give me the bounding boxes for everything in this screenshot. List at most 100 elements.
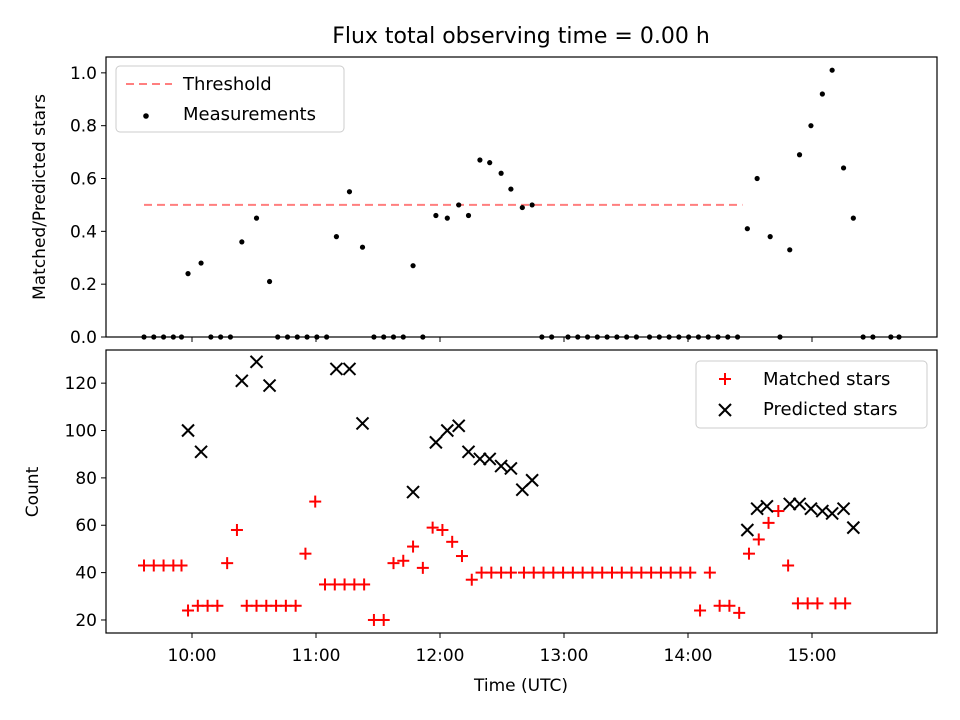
- predicted-star-point: [760, 499, 774, 514]
- x-tick-label: 12:00: [416, 646, 465, 666]
- matched-star-point: [733, 606, 746, 619]
- measurement-point: [359, 244, 366, 250]
- measurement-point: [185, 271, 191, 277]
- bottom-y-tick-label: 40: [75, 564, 97, 584]
- top-legend-box: [115, 65, 345, 133]
- measurement-point: [840, 165, 847, 171]
- top-plot-frame: [105, 56, 938, 338]
- bottom-plot-frame: [105, 349, 938, 634]
- predicted-star-point: [329, 362, 344, 376]
- predicted-star-point: [494, 459, 508, 473]
- predicted-star-point: [249, 355, 264, 369]
- bottom-y-tick-label: 120: [65, 374, 97, 394]
- matched-star-point: [230, 523, 243, 536]
- predicted-star-point: [825, 506, 839, 521]
- matched-star-point: [221, 557, 234, 570]
- top-y-tick-label: 0.2: [70, 275, 97, 295]
- legend-matched-label: Matched stars: [763, 369, 890, 390]
- top-legend: Threshold Measurements: [115, 65, 345, 133]
- top-y-tick-label: 0.0: [70, 328, 97, 348]
- bottom-y-tick-label: 20: [75, 611, 97, 631]
- matched-star-point: [426, 521, 439, 534]
- matched-star-point: [723, 599, 736, 612]
- measurement-point: [465, 212, 472, 219]
- x-tick-label: 11:00: [292, 646, 341, 666]
- predicted-star-point: [815, 504, 830, 518]
- matched-star-point: [455, 550, 468, 563]
- matched-star-point: [839, 597, 852, 610]
- predicted-star-point: [429, 435, 443, 450]
- top-axis-ticks: 0.0 0.2 0.4 0.6 0.8 1.0: [70, 64, 813, 348]
- x-tick-label: 13:00: [540, 646, 589, 666]
- measurement-point: [767, 234, 773, 240]
- predicted-star-point: [504, 461, 518, 476]
- measurement-point: [239, 239, 245, 245]
- matched-star-point: [782, 559, 795, 572]
- measurement-point: [796, 152, 803, 158]
- measurement-point: [498, 170, 504, 176]
- bottom-y-tick-label: 80: [75, 469, 97, 489]
- bottom-panel: Count Time (UTC) 20 40 60 80 100 120 10:00 11:0…: [23, 349, 938, 696]
- matched-star-point: [358, 578, 371, 591]
- measurement-point: [346, 189, 353, 195]
- matched-star-point: [387, 557, 400, 570]
- predicted-star-point: [406, 485, 420, 499]
- predicted-star-point: [846, 520, 861, 535]
- x-tick-label: 15:00: [788, 646, 837, 666]
- predicted-star-point: [355, 416, 370, 431]
- matched-star-point: [684, 566, 697, 579]
- top-y-tick-label: 1.0: [70, 64, 97, 84]
- legend-measurements-label: Measurements: [183, 104, 316, 125]
- predicted-star-point: [482, 452, 497, 466]
- predicted-star-point: [194, 445, 208, 459]
- predicted-star-point: [461, 445, 476, 459]
- x-axis-label: Time (UTC): [473, 676, 568, 696]
- predicted-star-point: [836, 501, 851, 516]
- predicted-star-point: [181, 423, 195, 438]
- legend-threshold-label: Threshold: [182, 74, 272, 95]
- legend-matched-swatch: [719, 373, 731, 385]
- chart-title: Flux total observing time = 0.00 h: [332, 24, 710, 49]
- matched-star-point: [504, 566, 517, 579]
- matched-star-point: [416, 561, 429, 574]
- matched-star-point: [309, 495, 322, 508]
- measurement-point: [410, 263, 416, 269]
- predicted-star-point: [525, 473, 539, 487]
- measurement-point: [487, 160, 493, 166]
- measurement-point: [519, 204, 525, 211]
- matched-star-point: [465, 573, 478, 586]
- measurement-point: [198, 260, 204, 266]
- matched-star-point: [299, 547, 312, 560]
- bottom-y-tick-label: 100: [65, 422, 97, 442]
- predicted-star-point: [740, 523, 755, 537]
- bottom-axis-ticks: 20 40 60 80 100 120 10:00 11:00 12:00 13:00 14:00 1…: [65, 374, 837, 666]
- measurement-point: [477, 157, 483, 163]
- measurement-point: [754, 175, 760, 182]
- predicted-star-point: [804, 501, 818, 516]
- measurement-point: [744, 226, 750, 232]
- predicted-stars-points: [181, 355, 861, 537]
- legend-predicted-swatch: [718, 403, 732, 417]
- bottom-y-tick-label: 60: [75, 516, 97, 536]
- matched-star-point: [407, 540, 420, 553]
- predicted-star-point: [440, 423, 455, 438]
- matched-star-point: [446, 535, 459, 548]
- predicted-star-point: [792, 497, 807, 511]
- legend-measurements-swatch: [143, 113, 149, 119]
- matched-star-point: [772, 505, 785, 518]
- measurement-point: [787, 247, 793, 253]
- matched-star-point: [694, 604, 707, 617]
- bottom-y-axis-label: Count: [23, 466, 43, 517]
- measurement-point: [819, 91, 825, 97]
- measurement-point: [266, 278, 273, 285]
- matched-star-point: [175, 559, 188, 572]
- matched-stars-points: [138, 495, 852, 626]
- measurement-point: [456, 202, 462, 208]
- measurement-point: [529, 202, 535, 208]
- matched-star-point: [211, 599, 224, 612]
- predicted-star-point: [783, 497, 797, 511]
- x-tick-label: 10:00: [168, 646, 217, 666]
- measurement-point: [808, 123, 814, 129]
- matched-star-point: [742, 547, 755, 560]
- top-panel: Flux total observing time = 0.00 h Match…: [30, 24, 938, 348]
